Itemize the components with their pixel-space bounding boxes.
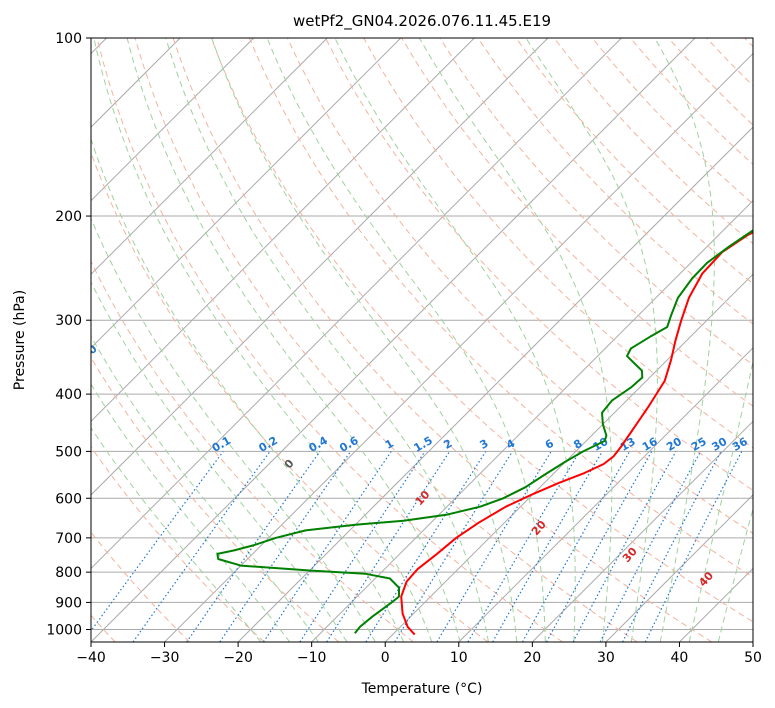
moist-adiabat-line [93,38,433,642]
isotherm-line [384,273,753,642]
dry-adiabat-line [286,38,753,535]
isotherm-line [91,38,622,570]
y-tick-label: 800 [55,565,82,581]
mixing-ratio-line [219,451,352,642]
isotherm-line [458,347,753,642]
moist-adiabat-line [91,427,262,642]
moist-adiabat-line [334,38,576,642]
mixing-ratio-line [262,451,392,642]
x-tick-label: 40 [670,650,688,666]
moist-adiabat-line [91,217,376,642]
dry-adiabat-line [91,445,265,642]
temperature-profile-line [400,231,753,636]
mixing-ratio-line [644,451,743,642]
y-tick-label: 100 [55,31,82,47]
moist-adiabat-line [525,38,658,642]
mixing-ratio-line [546,451,653,642]
y-tick-label: 700 [55,531,82,547]
dry-adiabat-line [248,38,753,578]
isotherm-line [91,38,402,349]
profiles-layer [216,228,753,636]
y-tick-label: 600 [55,491,82,507]
x-tick-label: −10 [297,650,327,666]
isotherm-line [91,38,696,642]
x-tick-label: 30 [597,650,615,666]
moist-adiabat-line [91,383,291,642]
moist-adiabat-line [165,38,489,642]
mixing-ratio-line [394,451,513,642]
dry-adiabat-line [325,38,753,491]
dewpoint-profile-line [216,228,753,634]
y-axis-label: Pressure (hPa) [12,290,28,390]
y-tick-label: 1000 [46,623,82,639]
y-tick-label: 200 [55,209,82,225]
isotherm-line [91,38,328,275]
x-tick-label: 0 [381,650,390,666]
moist-adiabat-line [91,335,319,642]
moist-adiabat-line [126,38,461,642]
dry-adiabat-line [91,260,414,642]
moist-adiabat-line [91,137,405,642]
x-tick-label: 20 [523,650,541,666]
x-tick-label: 10 [450,650,468,666]
dry-adiabat-line [96,38,563,642]
mixing-ratio-line [572,451,677,642]
isotherm-line [91,38,255,202]
moist-adiabat-line [91,281,348,642]
y-tick-label: 300 [55,313,82,329]
mixing-ratio-line [186,451,321,642]
chart-title: wetPf2_GN04.2026.076.11.45.E19 [293,12,551,31]
isotherm-line [91,38,549,496]
isotherm-line [91,38,475,423]
moist-adiabat-line [211,38,518,642]
mixing-ratio-line [91,451,224,632]
moist-adiabat-line [688,359,753,642]
mixing-ratio-line [132,451,271,642]
moist-adiabat-line [717,507,753,642]
dry-adiabat-line [172,38,713,642]
y-tick-label: 400 [55,387,82,403]
axes-layer: −40 −30 −20 −10 0 10 20 30 40 50 100 200 300 400 500 60… [46,31,762,666]
dry-adiabat-line [210,38,753,623]
dry-adiabat-label: -10 [76,342,100,365]
y-tick-label: 500 [55,444,82,460]
x-tick-label: −20 [223,650,253,666]
x-axis-label: Temperature (°C) [361,681,483,697]
x-tick-label: −30 [150,650,180,666]
plot-frame [90,37,754,643]
isotherm-line [531,420,753,642]
moist-adiabat-line [266,38,546,642]
isotherm-line [605,494,753,642]
mixing-ratio-line [521,451,631,642]
dry-adiabat-line [515,38,753,285]
x-tick-label: 50 [744,650,762,666]
moist-adiabat-line [418,38,613,642]
x-tick-label: −40 [76,650,106,666]
isotherm-line [237,126,753,642]
dry-adiabat-line [91,356,340,642]
mixing-ratio-line [299,451,426,642]
moist-adiabat-line [654,38,715,642]
y-tick-label: 900 [55,595,82,611]
mixing-ratio-line [326,451,451,642]
